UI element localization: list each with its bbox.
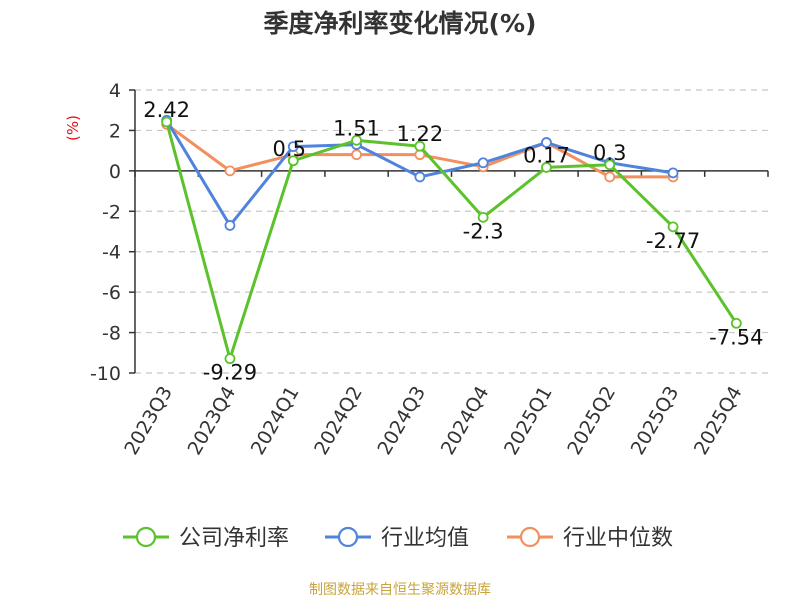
y-tick-label: -10 [90,363,121,385]
source-note: 制图数据来自恒生聚源数据库 [309,582,491,598]
series [161,114,742,365]
x-tick-label: 2024Q4 [437,383,494,459]
data-point[interactable] [667,167,679,179]
data-point[interactable] [287,141,299,153]
series-line [165,121,738,361]
data-point[interactable] [414,171,426,183]
legend-marker [135,526,157,548]
data-point[interactable] [477,211,489,223]
data-point[interactable] [224,220,236,231]
data-point[interactable] [667,221,679,233]
y-tick-label: 0 [109,161,121,183]
data-point[interactable] [604,171,616,183]
data-point[interactable] [224,165,236,177]
legend-item[interactable]: 公司净利率 [123,526,289,551]
y-axis-ticks: 4 2 0 -2 -4 -6 -8 -10 [90,80,136,385]
legend-label: 行业中位数 [563,526,673,551]
data-point[interactable] [351,149,362,161]
x-tick-label: 2024Q1 [247,383,304,459]
legend-item[interactable]: 行业中位数 [507,526,673,551]
legend[interactable]: 公司净利率 行业均值 行业中位数 [123,526,673,551]
data-point[interactable] [541,162,552,173]
y-tick-label: 4 [109,80,121,102]
data-point[interactable] [414,140,426,152]
x-tick-label: 2024Q2 [310,383,367,459]
data-label: 0.17 [523,143,570,167]
data-label: -2.3 [463,219,504,243]
x-tick-label: 2025Q3 [627,383,684,459]
data-label: -9.29 [203,361,257,385]
y-tick-label: -4 [102,242,121,264]
data-point[interactable] [730,317,742,329]
x-tick-label: 2025Q1 [500,383,557,459]
data-label: 0.3 [593,141,626,165]
x-tick-label: 2025Q4 [690,383,747,459]
x-tick-label: 2023Q3 [120,383,177,459]
data-labels: 2.42 -9.29 0.5 1.51 1.22 -2.3 0.17 0.3 -2.77 -7.5… [143,98,763,385]
legend-label: 行业均值 [381,526,469,551]
legend-marker [337,526,359,548]
legend-item[interactable]: 行业均值 [325,526,469,551]
legend-marker [519,526,541,548]
y-tick-label: 2 [109,120,121,142]
data-point[interactable] [161,116,173,128]
data-point[interactable] [351,134,362,146]
x-tick-label: 2023Q4 [184,383,241,459]
data-label: 2.42 [143,98,190,122]
data-point[interactable] [541,137,552,148]
legend-label: 公司净利率 [179,526,289,551]
x-tick-label: 2025Q2 [563,383,620,459]
data-label: -7.54 [709,325,763,349]
chart-title: 季度净利率变化情况(%) [264,9,537,38]
y-axis-label: (%) [64,115,82,141]
y-tick-label: -2 [102,201,121,223]
data-label: 1.51 [333,116,380,140]
x-tick-label: 2024Q3 [373,383,430,459]
data-label: 0.5 [273,137,306,161]
y-tick-label: -8 [102,323,121,345]
y-tick-label: -6 [102,282,121,304]
data-point[interactable] [287,155,299,167]
data-label: 1.22 [396,122,443,146]
data-label: -2.77 [646,229,700,253]
data-point[interactable] [604,159,616,171]
data-point[interactable] [477,157,489,169]
data-point[interactable] [224,353,236,365]
